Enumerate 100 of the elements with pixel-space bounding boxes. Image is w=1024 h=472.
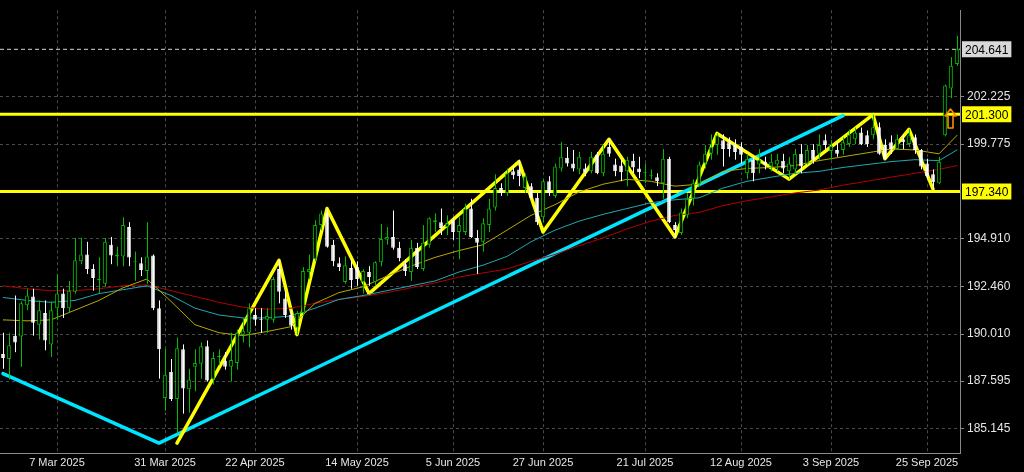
candlestick xyxy=(481,217,485,253)
candlestick xyxy=(25,288,29,311)
candlestick xyxy=(565,146,569,167)
ref-line-label: 201.300 xyxy=(965,107,1009,122)
candlestick xyxy=(913,133,917,155)
candlestick xyxy=(559,141,563,172)
candlestick xyxy=(697,161,701,187)
ref-line-label: 204.641 xyxy=(965,42,1009,57)
x-tick-label: 31 Mar 2025 xyxy=(134,455,196,468)
candlestick xyxy=(163,348,167,412)
candlestick xyxy=(937,156,941,185)
candlestick xyxy=(727,136,731,158)
candlestick xyxy=(349,258,353,290)
candlestick xyxy=(751,156,755,182)
x-tick-label: 14 May 2025 xyxy=(325,455,389,468)
candlestick xyxy=(373,260,377,287)
candlestick xyxy=(931,168,935,190)
candlestick xyxy=(451,216,455,241)
candlestick xyxy=(343,255,347,285)
candlestick xyxy=(367,265,371,287)
candlestick xyxy=(79,237,83,265)
x-tick-label: 22 Apr 2025 xyxy=(225,455,285,468)
candlestick xyxy=(739,141,743,165)
candlestick xyxy=(37,299,41,341)
candlestick xyxy=(793,148,797,175)
candlestick xyxy=(13,295,17,353)
candlestick xyxy=(817,133,821,161)
candlestick xyxy=(505,167,509,197)
candlestick xyxy=(631,153,635,174)
candlestick xyxy=(319,209,323,231)
candlestick xyxy=(949,56,953,99)
candlestick xyxy=(871,114,875,140)
y-tick-label: 185.145 xyxy=(967,421,1011,436)
candlestick xyxy=(883,138,887,161)
candlestick xyxy=(595,151,599,175)
y-tick-label: 192.460 xyxy=(967,278,1011,293)
candlestick xyxy=(409,239,413,282)
candlestick xyxy=(85,241,89,275)
candlestick xyxy=(145,221,149,285)
candlestick xyxy=(547,175,551,197)
candlestick xyxy=(721,133,725,167)
y-tick-label: 202.225 xyxy=(967,88,1011,103)
y-tick-label: 190.010 xyxy=(967,326,1011,341)
candlestick xyxy=(355,260,359,287)
candlestick xyxy=(193,348,197,392)
candlestick xyxy=(535,192,539,226)
candlestick xyxy=(523,172,527,194)
candlestick xyxy=(589,151,593,174)
candlestick xyxy=(955,35,959,67)
candlestick xyxy=(391,209,395,251)
candlestick xyxy=(361,268,365,295)
candlestick xyxy=(493,173,497,211)
y-tick-label: 194.910 xyxy=(967,231,1011,246)
candlestick xyxy=(61,288,65,319)
candlestick xyxy=(109,236,113,265)
candlestick xyxy=(889,134,893,155)
x-tick-label: 21 Jul 2025 xyxy=(616,455,674,468)
candlestick xyxy=(781,153,785,174)
candlestick xyxy=(463,203,467,236)
candlestick xyxy=(703,144,707,169)
candlestick xyxy=(139,256,143,277)
candlestick xyxy=(925,158,929,180)
candlestick xyxy=(199,341,203,380)
candlestick xyxy=(517,159,521,187)
candlestick xyxy=(709,133,713,161)
candlestick xyxy=(307,253,311,280)
candlestick xyxy=(187,368,191,414)
candlestick xyxy=(601,144,605,177)
candlestick xyxy=(55,273,59,321)
candlestick xyxy=(475,229,479,275)
candlestick xyxy=(247,302,251,348)
candlestick xyxy=(829,139,833,161)
candlestick xyxy=(379,223,383,267)
x-tick-label: 27 Jun 2025 xyxy=(512,455,574,468)
candlestick xyxy=(415,242,419,270)
candlestick xyxy=(805,144,809,166)
candlestick xyxy=(241,317,245,343)
candlestick xyxy=(799,143,803,174)
candlestick xyxy=(397,241,401,262)
candlestick xyxy=(91,263,95,292)
candlestick xyxy=(757,148,761,174)
candlestick xyxy=(265,307,269,334)
x-tick-label: 3 Sep 2025 xyxy=(802,455,860,468)
candlestick xyxy=(457,216,461,260)
candlestick xyxy=(229,332,233,383)
x-tick-label: 7 Mar 2025 xyxy=(29,455,85,468)
candlestick xyxy=(619,158,623,182)
candlestick xyxy=(715,132,719,156)
candlestick xyxy=(1,332,5,370)
candlestick xyxy=(745,153,749,180)
y-tick-label: 199.775 xyxy=(967,136,1011,151)
x-tick-label: 5 Jun 2025 xyxy=(425,455,481,468)
candlestick xyxy=(439,208,443,236)
candlestick xyxy=(289,309,293,331)
candlestick xyxy=(577,151,581,175)
candlestick xyxy=(211,351,215,385)
y-tick-label: 187.595 xyxy=(967,373,1011,388)
candlestick xyxy=(7,332,11,381)
candlestick xyxy=(283,290,287,319)
candlestick xyxy=(679,208,683,236)
